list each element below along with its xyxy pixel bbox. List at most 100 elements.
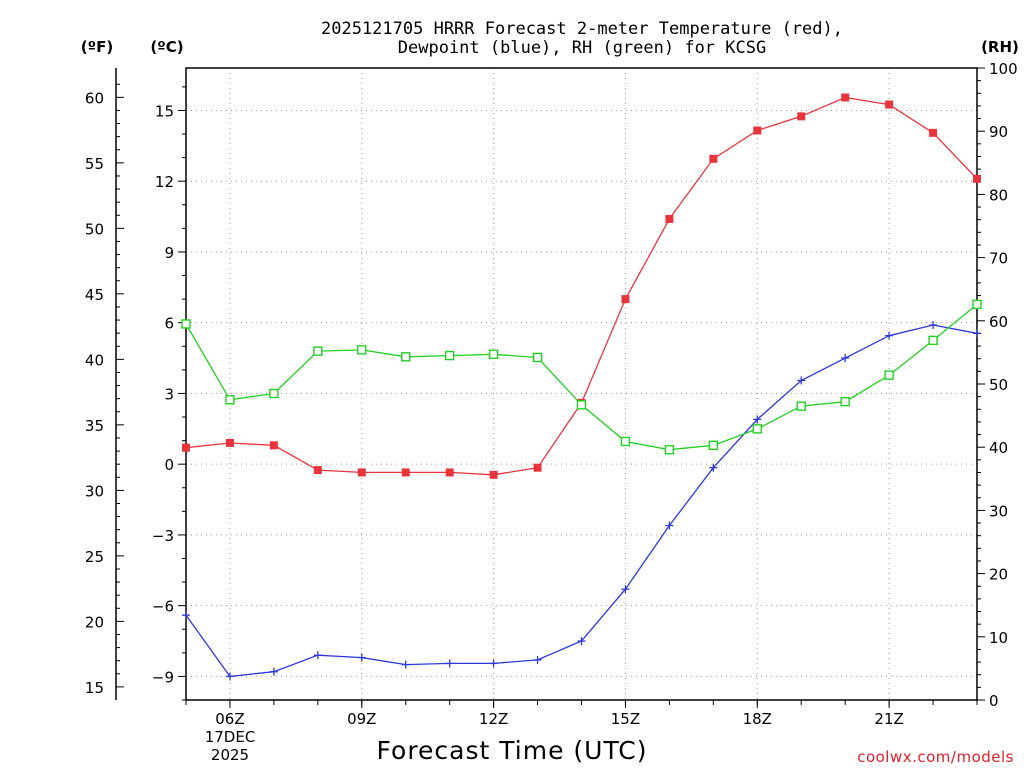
dewpoint-point-13 (533, 655, 542, 664)
dewpoint-point-12 (489, 659, 498, 668)
temperature-point-11 (445, 468, 454, 477)
temperature-point-21 (885, 100, 894, 109)
rh-point-12 (488, 349, 499, 359)
rh-tick-label-50: 50 (989, 376, 1008, 394)
fahrenheit-tick-label-25: 25 (85, 548, 104, 566)
dewpoint-point-15 (621, 585, 630, 594)
dewpoint-point-14 (577, 637, 586, 646)
x-tick-label-21Z: 21Z (874, 710, 903, 728)
rh-point-19 (796, 401, 806, 411)
rh-tick-label-90: 90 (989, 123, 1008, 141)
rh-point-10 (401, 352, 411, 362)
dewpoint-point-18 (753, 415, 762, 424)
fahrenheit-tick-label-45: 45 (85, 286, 104, 304)
rh-tick-label-70: 70 (989, 250, 1008, 268)
celsius-tick-label--9: −9 (152, 668, 174, 686)
dewpoint-point-22 (929, 321, 938, 330)
dewpoint-point-5 (182, 611, 190, 620)
fahrenheit-tick-label-60: 60 (85, 89, 104, 107)
date-label-year: 2025 (211, 746, 249, 764)
x-tick-label-15Z: 15Z (611, 710, 640, 728)
fahrenheit-tick-label-15: 15 (85, 679, 104, 697)
fahrenheit-unit-label: (ºF) (81, 38, 113, 56)
dewpoint-point-9 (357, 653, 366, 662)
rh-point-22 (928, 335, 938, 346)
dewpoint-point-16 (665, 521, 674, 530)
rh-tick-label-40: 40 (989, 439, 1008, 457)
temperature-point-10 (401, 468, 410, 477)
dewpoint-point-19 (797, 376, 806, 385)
rh-tick-label-80: 80 (989, 186, 1008, 204)
chart-title-line2: Dewpoint (blue), RH (green) for KCSG (398, 38, 766, 58)
temperature-point-20 (841, 93, 850, 102)
rh-point-18 (752, 424, 762, 434)
temperature-point-8 (313, 466, 322, 475)
fahrenheit-tick-label-40: 40 (85, 351, 104, 369)
temperature-point-5 (182, 443, 190, 452)
rh-point-7 (269, 388, 279, 399)
rh-tick-label-10: 10 (989, 629, 1008, 647)
celsius-tick-label-12: 12 (155, 173, 174, 191)
rh-tick-label-30: 30 (989, 502, 1008, 520)
celsius-tick-label--3: −3 (152, 527, 174, 545)
temperature-point-22 (929, 128, 938, 137)
temperature-point-23 (973, 174, 981, 183)
rh-point-21 (884, 370, 894, 380)
x-axis-title: Forecast Time (UTC) (377, 736, 648, 765)
dewpoint-point-20 (841, 354, 850, 363)
dewpoint-point-6 (225, 672, 234, 681)
temperature-point-15 (621, 295, 630, 304)
fahrenheit-tick-label-35: 35 (85, 417, 104, 435)
fahrenheit-tick-label-50: 50 (85, 220, 104, 238)
rh-tick-label-0: 0 (989, 692, 999, 710)
date-label-day: 17DEC (205, 728, 256, 746)
celsius-tick-label-9: 9 (164, 244, 174, 262)
tick-labels: 6055504540353025201515129630−3−6−9100908… (85, 60, 1018, 728)
temperature-point-16 (665, 214, 674, 223)
fahrenheit-tick-label-20: 20 (85, 613, 104, 631)
rh-point-11 (444, 350, 455, 361)
dewpoint-point-8 (313, 651, 322, 660)
temperature-point-19 (797, 112, 806, 121)
dewpoint-point-23 (973, 329, 981, 338)
rh-point-17 (708, 440, 719, 451)
chart-title-line1: 2025121705 HRRR Forecast 2-meter Tempera… (321, 19, 843, 39)
rh-point-13 (532, 352, 543, 363)
dewpoint-point-10 (401, 660, 410, 669)
rh-point-20 (840, 396, 850, 407)
gridlines (186, 68, 977, 700)
dewpoint-point-7 (269, 667, 278, 676)
temperature-point-13 (533, 463, 542, 472)
rh-point-5 (181, 319, 191, 329)
x-tick-label-18Z: 18Z (743, 710, 772, 728)
rh-unit-label: (RH) (981, 38, 1019, 56)
celsius-tick-label-3: 3 (164, 385, 174, 403)
x-tick-label-09Z: 09Z (347, 710, 376, 728)
data-series (181, 93, 982, 681)
rh-point-14 (576, 400, 587, 410)
fahrenheit-tick-label-55: 55 (85, 155, 104, 173)
x-tick-label-06Z: 06Z (215, 710, 244, 728)
source-credit: coolwx.com/models (857, 748, 1014, 766)
rh-point-23 (972, 299, 982, 310)
rh-point-9 (357, 345, 367, 355)
celsius-tick-label--6: −6 (152, 598, 174, 616)
rh-point-15 (620, 436, 631, 447)
rh-tick-label-60: 60 (989, 313, 1008, 331)
celsius-tick-label-0: 0 (164, 456, 174, 474)
celsius-tick-label-15: 15 (155, 102, 174, 120)
rh-point-6 (225, 395, 235, 405)
temperature-point-17 (709, 154, 718, 163)
temperature-point-9 (357, 468, 366, 477)
temperature-point-18 (753, 126, 762, 135)
dewpoint-point-21 (885, 331, 894, 340)
rh-tick-label-20: 20 (989, 566, 1008, 584)
x-tick-label-12Z: 12Z (479, 710, 508, 728)
celsius-tick-label-6: 6 (164, 315, 174, 333)
temperature-point-12 (489, 470, 498, 479)
dewpoint-point-11 (445, 659, 454, 668)
temperature-point-6 (225, 438, 234, 447)
dewpoint-point-17 (709, 463, 718, 472)
rh-tick-label-100: 100 (989, 60, 1018, 78)
